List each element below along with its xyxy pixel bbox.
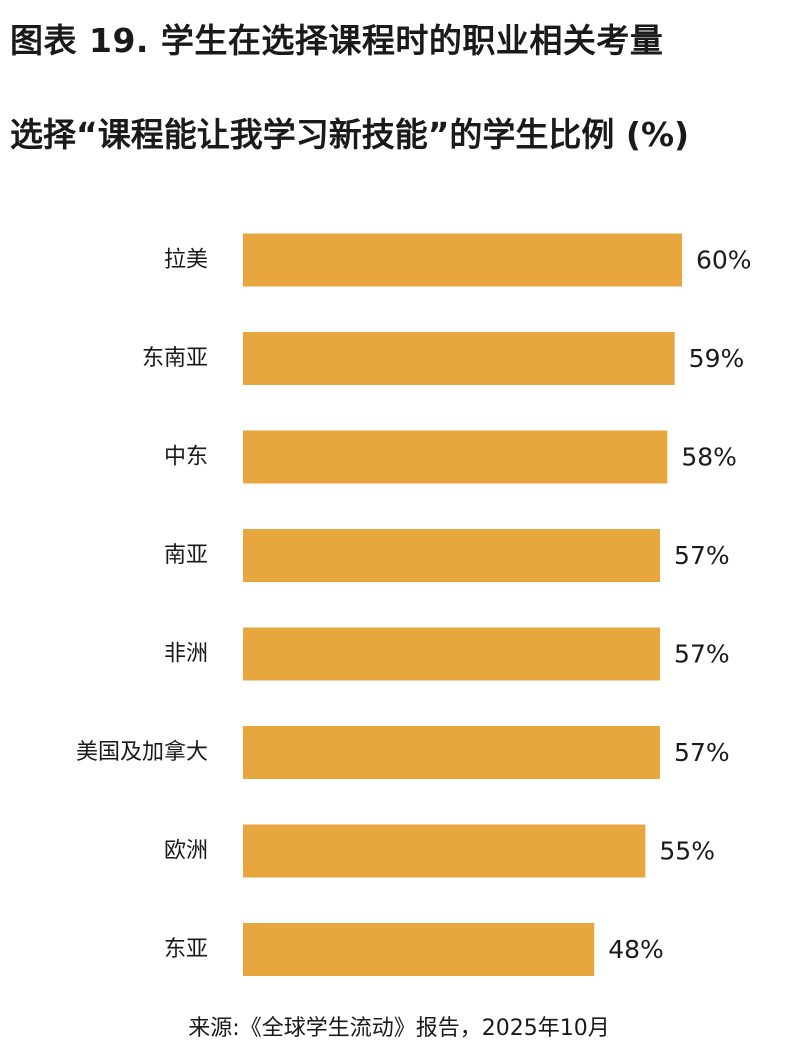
chart-subtitle: 选择“课程能让我学习新技能”的学生比例 (%) [10,115,690,154]
category-label: 中东 [164,445,208,470]
bar [243,529,661,582]
source-note: 来源:《全球学生流动》报告，2025年10月 [188,1016,610,1041]
value-label: 57% [674,541,730,570]
value-label: 48% [608,935,664,964]
category-label: 欧洲 [164,839,208,864]
bar [243,430,668,484]
category-label: 东南亚 [142,346,208,371]
value-label: 59% [689,344,745,373]
bar [243,824,646,878]
bar [243,923,595,976]
category-label: 美国及加拿大 [76,739,208,765]
category-label: 非洲 [164,642,208,667]
value-label: 57% [674,640,730,669]
chart-title: 图表 19. 学生在选择课程时的职业相关考量 [10,21,664,60]
category-label: 东亚 [164,937,208,962]
bar [243,332,675,385]
value-label: 58% [681,443,737,472]
category-label: 南亚 [164,543,208,568]
category-label: 拉美 [164,248,208,273]
value-label: 55% [659,837,715,866]
value-label: 57% [674,738,730,767]
bar [243,726,661,779]
bar-chart: 拉美 60% 东南亚 59% 中东 58% 南亚 57% 非洲 57% 美国及加拿大 57% 欧洲 55%… [76,233,752,976]
value-label: 60% [696,246,752,275]
bar [243,233,682,287]
bar [243,627,661,681]
